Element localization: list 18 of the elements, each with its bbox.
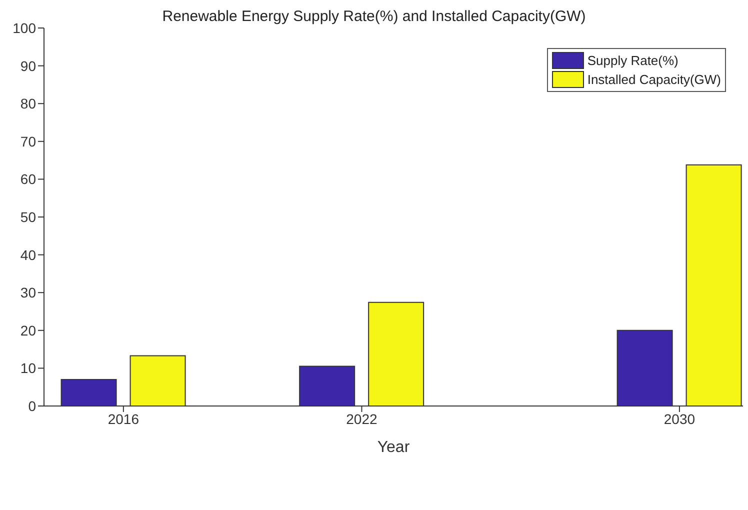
y-tick-label: 60 [20, 171, 36, 188]
y-tick-label: 0 [28, 398, 36, 414]
x-tick-label: 2030 [664, 410, 696, 427]
y-tick-label: 90 [20, 58, 36, 74]
y-tick-label: 10 [20, 360, 36, 376]
y-tick-label: 70 [20, 133, 36, 150]
y-tick-label: 20 [20, 322, 36, 338]
legend-label: Supply Rate(%) [587, 52, 678, 70]
x-tick-label: 2016 [108, 410, 140, 427]
y-tick-label: 30 [20, 284, 36, 301]
y-tick-label: 80 [20, 96, 36, 112]
chart-title: Renewable Energy Supply Rate(%) and Installed Capacity(GW) [162, 8, 586, 25]
y-tick-label: 100 [12, 20, 36, 36]
y-tick-label: 40 [20, 246, 36, 263]
x-tick-label: 2022 [346, 410, 378, 427]
legend-label: Installed Capacity(GW) [587, 71, 721, 89]
y-tick-label: 50 [20, 208, 36, 225]
x-axis-title: Year [377, 439, 410, 456]
